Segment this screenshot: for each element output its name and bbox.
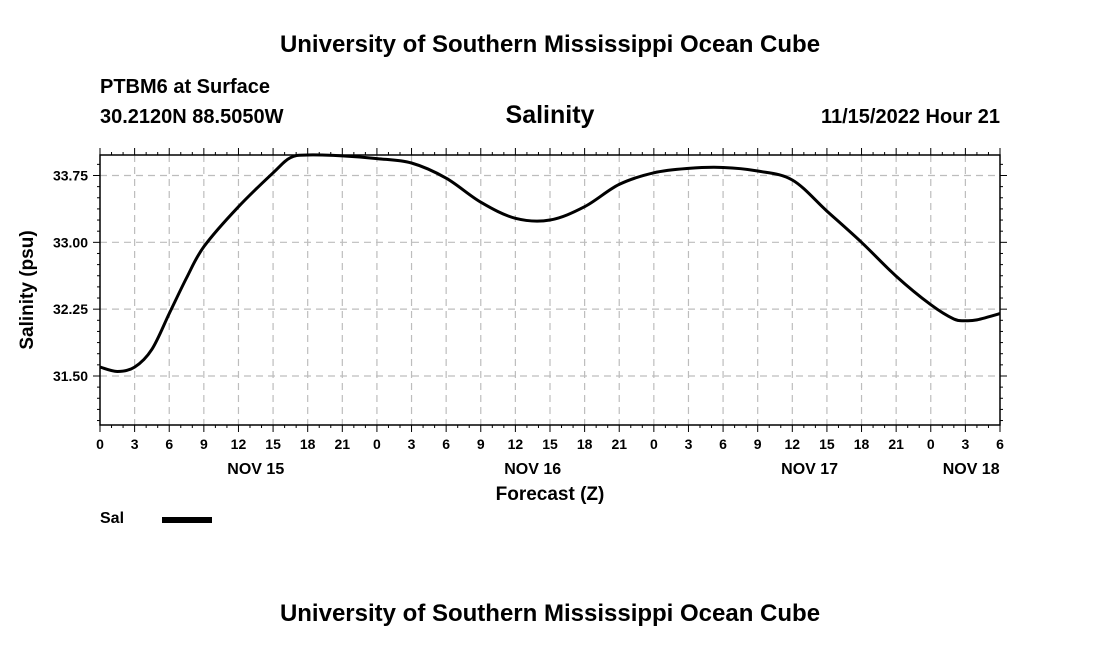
x-tick-label: 9	[477, 436, 485, 452]
station-coordinates: 30.2120N 88.5050W	[100, 106, 284, 128]
x-tick-label: 12	[231, 436, 247, 452]
x-tick-label: 18	[577, 436, 593, 452]
grid-lines	[100, 155, 1000, 425]
legend-label: Sal	[100, 510, 125, 527]
x-tick-label: 12	[785, 436, 801, 452]
x-tick-label: 3	[961, 436, 969, 452]
x-tick-label: 3	[685, 436, 693, 452]
x-tick-label: 21	[888, 436, 904, 452]
legend-swatch-sal	[162, 517, 212, 523]
y-tick-label: 31.50	[53, 368, 88, 384]
tick-labels: 0 3 6 9 12 15 18 21 0 3 6 9 12 15 18 21 0 3 6 9 12 15 18 21 0 3 6 N…	[53, 167, 1004, 478]
station-name: PTBM6 at Surface	[100, 76, 271, 98]
x-tick-label: 3	[131, 436, 139, 452]
x-tick-label: 0	[96, 436, 104, 452]
issue-time: 11/15/2022 Hour 21	[820, 106, 1000, 128]
chart-title: Salinity	[505, 101, 595, 129]
x-tick-label: 21	[611, 436, 627, 452]
top-banner-title: University of Southern Mississippi Ocean…	[279, 31, 821, 58]
x-tick-label: 15	[819, 436, 835, 452]
x-date-label: NOV 17	[781, 461, 838, 478]
x-axis-label: Forecast (Z)	[496, 484, 605, 505]
x-date-label: NOV 15	[227, 461, 284, 478]
x-tick-label: 18	[854, 436, 870, 452]
x-tick-label: 6	[996, 436, 1004, 452]
y-axis-label: Salinity (psu)	[17, 230, 38, 349]
y-tick-label: 33.75	[53, 167, 88, 183]
x-date-label: NOV 16	[504, 461, 561, 478]
x-tick-label: 21	[335, 436, 351, 452]
x-tick-label: 9	[754, 436, 762, 452]
x-tick-label: 9	[200, 436, 208, 452]
x-tick-label: 15	[265, 436, 281, 452]
x-tick-label: 15	[542, 436, 558, 452]
y-tick-label: 33.00	[53, 234, 88, 250]
x-tick-label: 6	[442, 436, 450, 452]
plot-frame	[99, 154, 1001, 426]
x-tick-label: 6	[719, 436, 727, 452]
series-line-sal	[99, 153, 1001, 373]
x-tick-label: 6	[165, 436, 173, 452]
x-tick-label: 3	[408, 436, 416, 452]
x-tick-label: 18	[300, 436, 316, 452]
x-tick-label: 0	[927, 436, 935, 452]
y-tick-label: 32.25	[53, 301, 88, 317]
x-date-label: NOV 18	[943, 461, 1000, 478]
x-tick-label: 12	[508, 436, 524, 452]
x-tick-label: 0	[373, 436, 381, 452]
x-tick-label: 0	[650, 436, 658, 452]
bottom-banner-title: University of Southern Mississippi Ocean…	[279, 600, 821, 627]
series-layer	[99, 153, 1001, 373]
